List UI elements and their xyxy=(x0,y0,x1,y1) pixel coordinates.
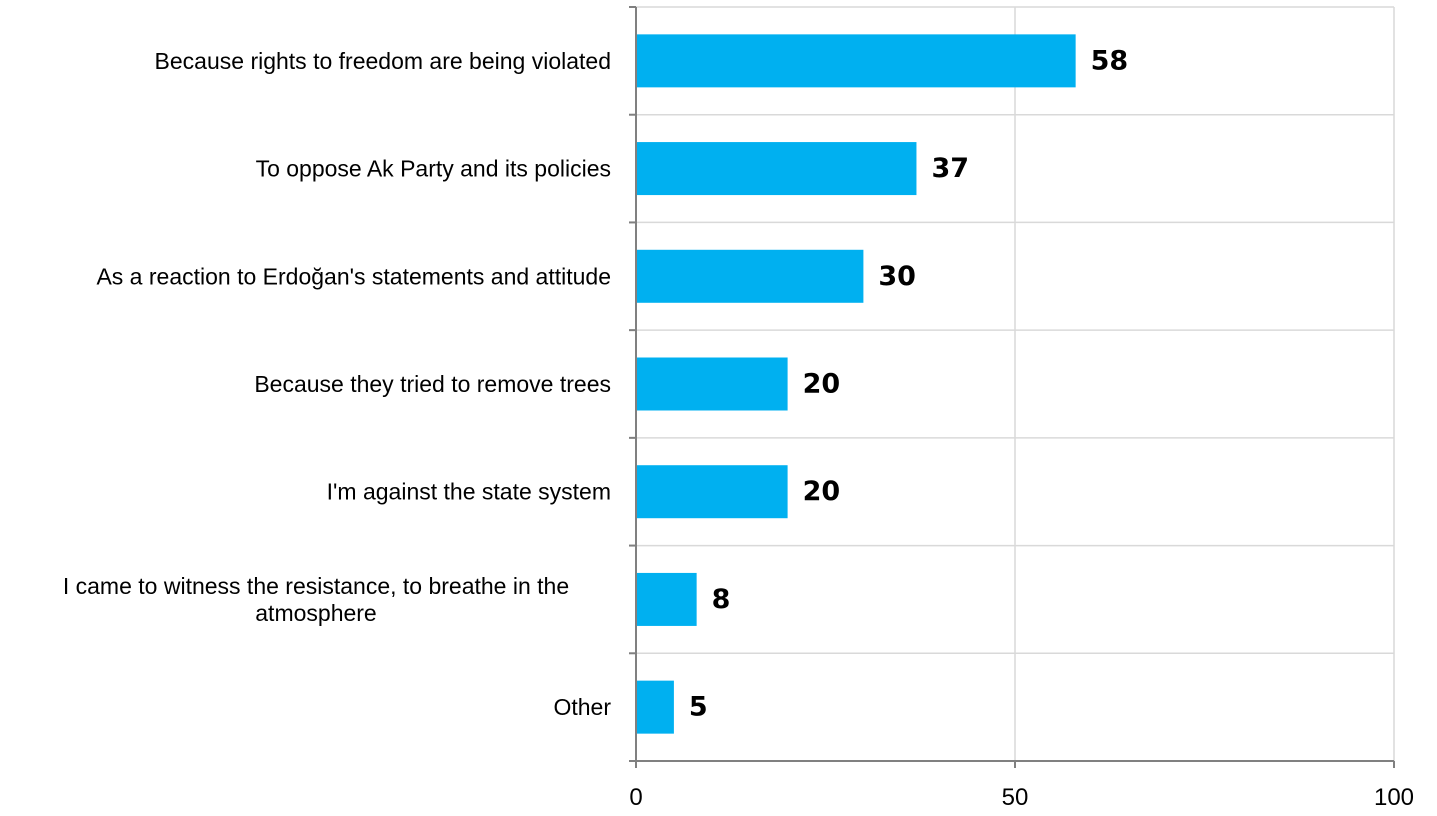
category-label: Because they tried to remove trees xyxy=(254,371,611,397)
x-tick-label: 0 xyxy=(629,784,642,811)
category-label: As a reaction to Erdoğan's statements an… xyxy=(96,263,611,289)
category-label: atmosphere xyxy=(255,600,376,626)
category-label: To oppose Ak Party and its policies xyxy=(256,156,611,182)
bar xyxy=(636,680,674,734)
bar xyxy=(636,249,864,303)
category-label: Because rights to freedom are being viol… xyxy=(155,48,611,74)
axes xyxy=(629,6,1395,768)
bar xyxy=(636,465,788,519)
data-label: 30 xyxy=(878,261,916,292)
bar xyxy=(636,572,697,626)
category-label: Other xyxy=(553,694,611,720)
bar xyxy=(636,357,788,411)
data-label: 8 xyxy=(712,584,731,615)
bar xyxy=(636,34,1076,88)
data-label: 20 xyxy=(803,369,841,400)
gridlines xyxy=(636,6,1395,762)
x-tick-labels: 0 50 100 xyxy=(629,784,1414,811)
category-labels: Because rights to freedom are being viol… xyxy=(63,48,611,720)
category-label: I came to witness the resistance, to bre… xyxy=(63,573,569,599)
data-label: 5 xyxy=(689,692,708,723)
x-tick-label: 100 xyxy=(1374,784,1414,811)
bars xyxy=(636,34,1076,734)
data-label: 58 xyxy=(1091,45,1129,76)
data-label: 37 xyxy=(931,153,969,184)
x-tick-label: 50 xyxy=(1002,784,1029,811)
bar xyxy=(636,142,917,196)
data-labels: 58 37 30 20 20 8 5 xyxy=(689,45,1128,722)
category-label: I'm against the state system xyxy=(327,479,611,505)
data-label: 20 xyxy=(803,476,841,507)
